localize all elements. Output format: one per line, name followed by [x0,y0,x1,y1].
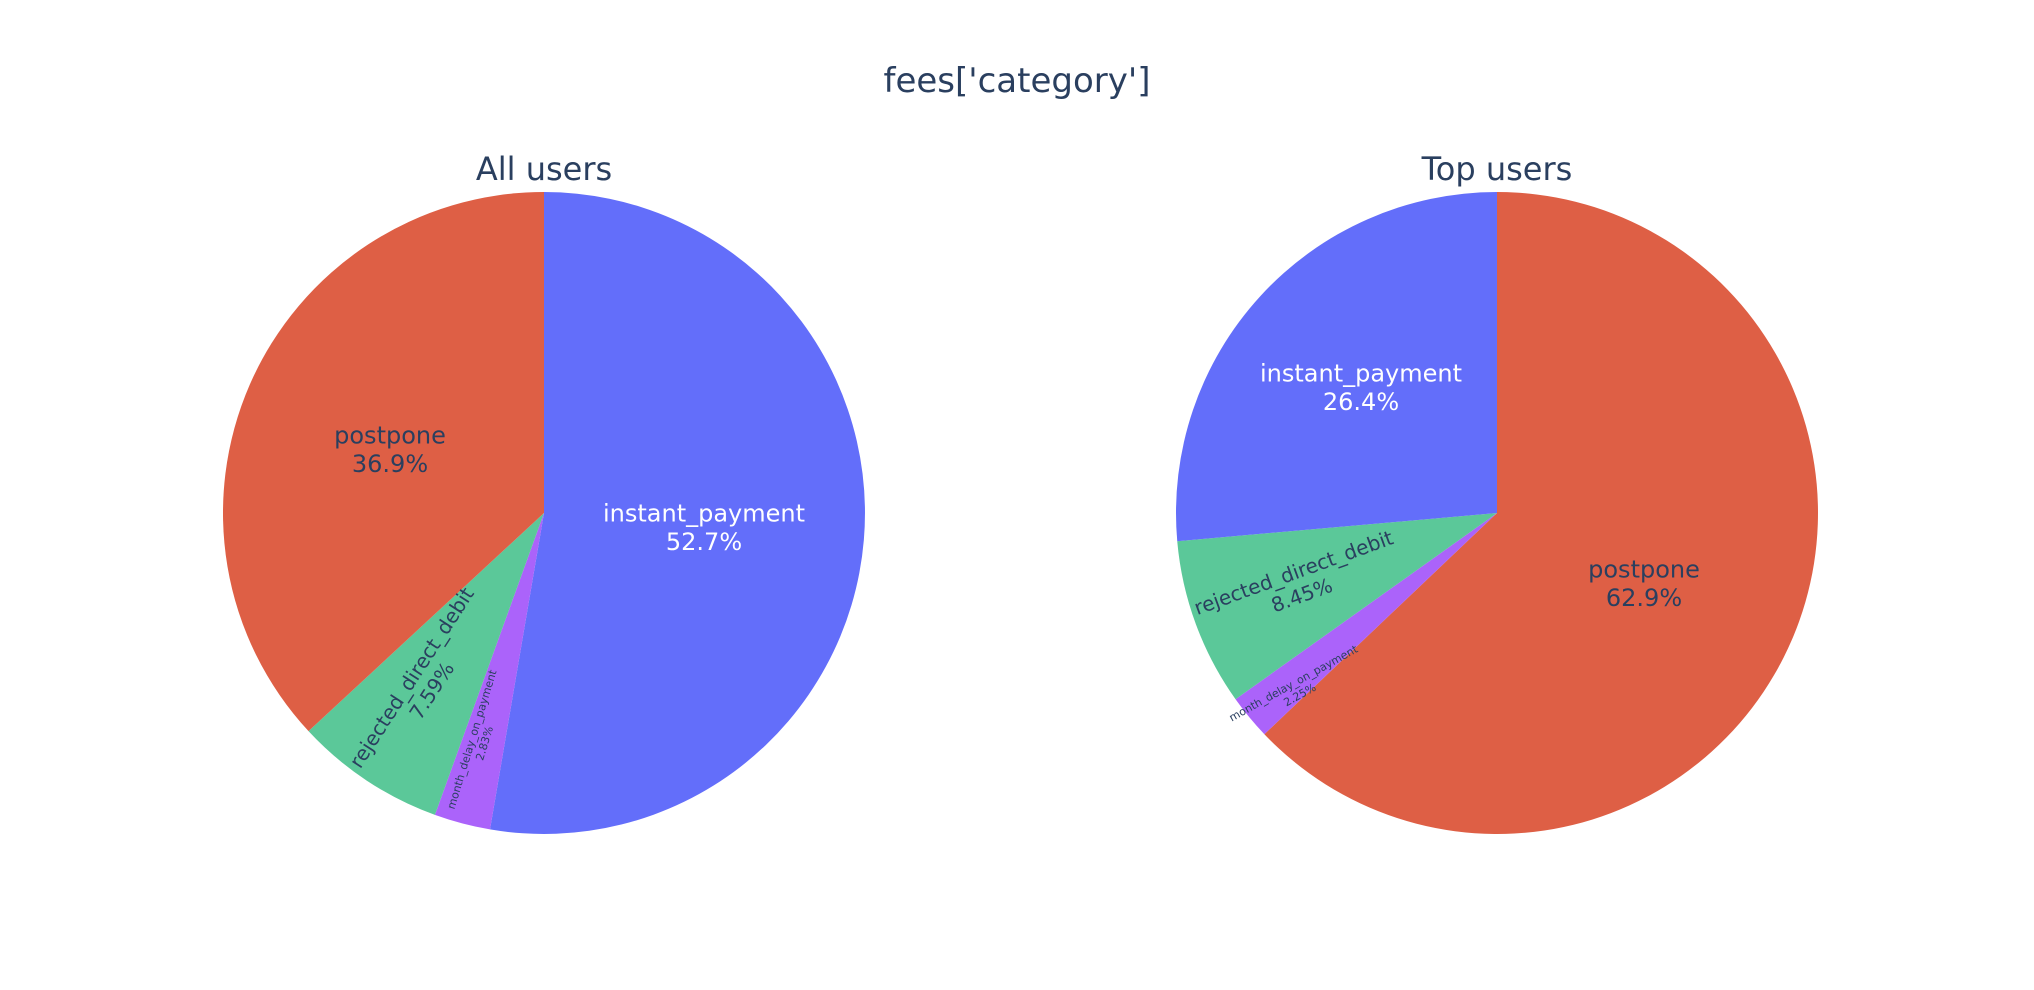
pie-slice-postpone [222,191,544,732]
pie-chart-all-users: All users instant_payment52.7%month_dela… [222,150,865,834]
slice-label-percent: 26.4% [1323,388,1399,416]
pie-slice-instant-payment [490,192,865,834]
slice-label-name: instant_payment [1260,359,1462,387]
pie-slice-rejected-direct-debit [1177,513,1497,700]
pie-slice-month-delay-on-payment [1235,513,1497,735]
slice-label-percent: 52.7% [666,528,742,556]
pie-slices-all-users [222,191,865,834]
slice-label-name: postpone [334,421,446,449]
slice-label-percent: 62.9% [1606,584,1682,612]
pie-chart-top-users: Top users postpone62.9%month_delay_on_pa… [1175,150,1818,834]
pie-slice-postpone [1264,192,1818,834]
figure-title: fees['category'] [883,61,1150,101]
slice-label-percent: 36.9% [352,450,428,478]
slice-label-name: postpone [1588,555,1700,583]
pie-slice-instant-payment [1175,192,1497,542]
pie-slices-top-users [1175,192,1818,834]
pie-title-all-users: All users [476,150,612,188]
pie-slice-rejected-direct-debit [308,513,544,815]
slice-label-name: instant_payment [603,499,805,527]
pie-slice-month-delay-on-payment [434,513,544,830]
pie-title-top-users: Top users [1421,150,1573,188]
